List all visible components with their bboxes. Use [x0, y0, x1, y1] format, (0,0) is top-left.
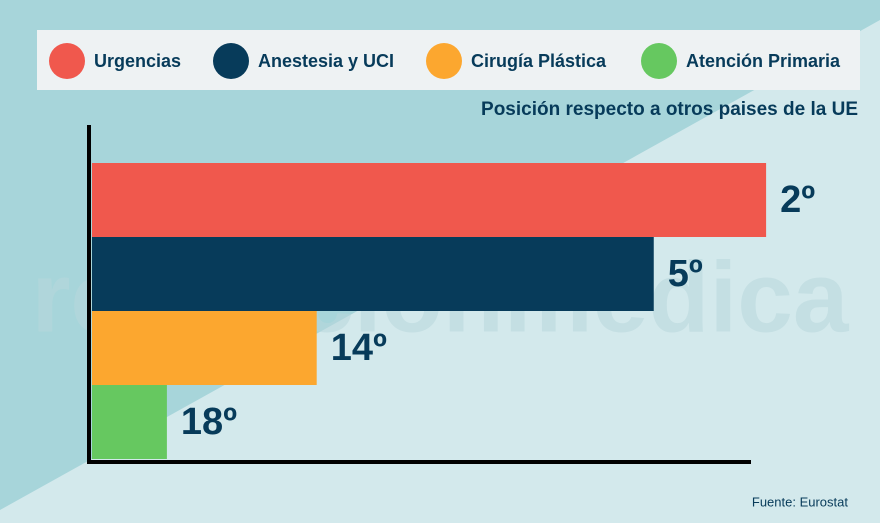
bar	[92, 311, 317, 385]
value-label: 18º	[181, 401, 237, 443]
legend-label: Anestesia y UCI	[258, 51, 394, 71]
legend-swatch	[213, 43, 249, 79]
bar	[92, 237, 654, 311]
value-label: 14º	[331, 327, 387, 369]
legend-swatch	[49, 43, 85, 79]
legend-swatch	[426, 43, 462, 79]
legend-swatch	[641, 43, 677, 79]
value-label: 2º	[780, 179, 815, 221]
bar	[92, 385, 167, 459]
source: Fuente: Eurostat	[752, 494, 848, 509]
bar	[92, 163, 767, 237]
legend-label: Urgencias	[94, 51, 181, 71]
legend-label: Cirugía Plástica	[471, 51, 607, 71]
subtitle: Posición respecto a otros paises de la U…	[481, 99, 858, 120]
legend-label: Atención Primaria	[686, 51, 841, 71]
value-label: 5º	[668, 253, 703, 295]
